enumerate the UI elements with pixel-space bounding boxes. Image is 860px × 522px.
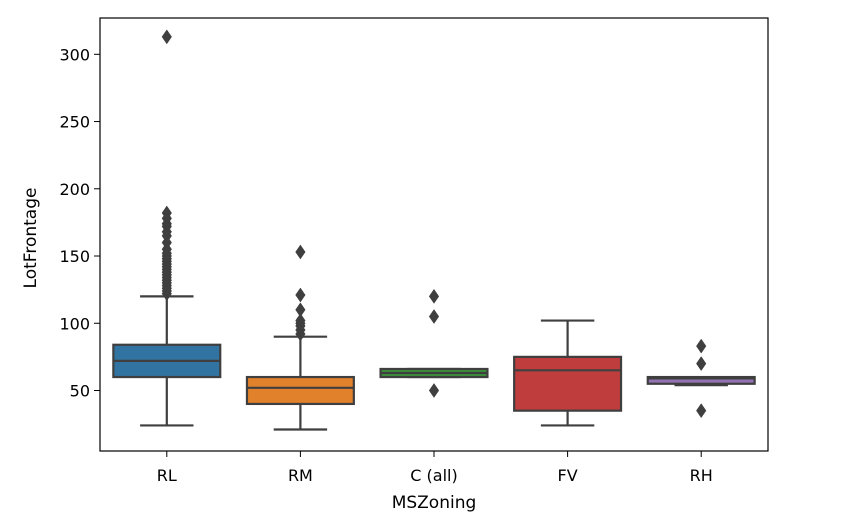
x-tick-label: RM (288, 466, 313, 485)
box-group-c-all- (379, 288, 489, 398)
outlier-marker (295, 302, 306, 318)
x-axis: RL RM C (all) FV RH (157, 451, 713, 485)
outlier-marker (295, 287, 306, 303)
iqr-box (245, 375, 355, 406)
outlier-marker (696, 338, 707, 354)
outlier-marker (428, 288, 440, 304)
outlier-marker (696, 356, 707, 372)
iqr-box (646, 375, 756, 385)
x-axis-label: MSZoning (392, 493, 477, 513)
box-group-fv (513, 319, 623, 427)
y-tick-label: 50 (70, 381, 90, 400)
y-tick-label: 100 (59, 314, 90, 333)
outlier-marker (428, 383, 440, 398)
outlier-marker (295, 244, 306, 260)
outlier-marker (295, 313, 306, 329)
outlier-marker (428, 309, 440, 324)
y-tick-label: 200 (59, 180, 90, 199)
y-tick-label: 250 (59, 113, 90, 132)
x-tick-label: FV (558, 466, 578, 485)
x-tick-label: RL (157, 466, 177, 485)
x-tick-label: RH (690, 466, 713, 485)
y-axis-label: LotFrontage (21, 188, 41, 289)
box-group-rm (245, 244, 355, 431)
x-tick-label: C (all) (410, 466, 457, 485)
y-tick-label: 300 (59, 45, 90, 64)
iqr-box (513, 355, 623, 412)
box-group-rh (646, 338, 756, 419)
y-tick-label: 150 (59, 247, 90, 266)
outlier-marker (696, 403, 707, 419)
y-axis: 50 100 150 200 250 300 (59, 45, 100, 400)
outlier-marker (161, 29, 172, 45)
plot-area (112, 29, 756, 431)
box-group-rl (112, 29, 222, 427)
outlier-marker (161, 205, 172, 221)
